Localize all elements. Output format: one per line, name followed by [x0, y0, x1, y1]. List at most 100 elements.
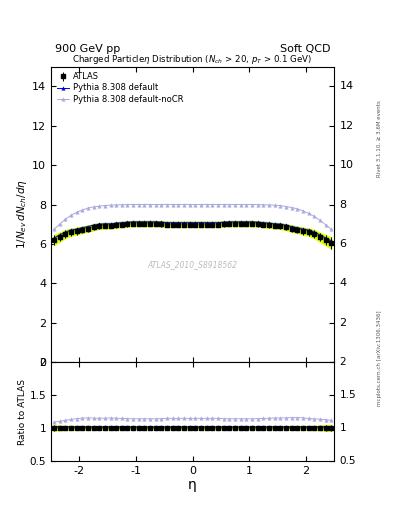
Pythia 8.308 default-noCR	[148, 201, 152, 208]
Pythia 8.308 default	[306, 227, 311, 233]
Pythia 8.308 default-noCR	[63, 216, 68, 222]
Pythia 8.308 default	[142, 219, 147, 225]
Pythia 8.308 default-noCR	[227, 201, 232, 208]
Pythia 8.308 default-noCR	[142, 201, 147, 208]
Text: ATLAS_2010_S8918562: ATLAS_2010_S8918562	[147, 260, 238, 269]
Pythia 8.308 default-noCR	[176, 201, 181, 208]
Pythia 8.308 default	[187, 220, 192, 226]
Pythia 8.308 default	[295, 225, 299, 231]
Pythia 8.308 default	[68, 227, 73, 233]
Pythia 8.308 default	[284, 222, 288, 228]
Pythia 8.308 default	[233, 219, 237, 225]
Pythia 8.308 default-noCR	[199, 201, 204, 208]
Pythia 8.308 default	[119, 220, 124, 226]
Pythia 8.308 default-noCR	[153, 201, 158, 208]
Pythia 8.308 default-noCR	[80, 207, 84, 213]
Pythia 8.308 default-noCR	[221, 201, 226, 208]
Pythia 8.308 default	[289, 224, 294, 230]
Pythia 8.308 default-noCR	[119, 202, 124, 208]
Pythia 8.308 default-noCR	[238, 201, 243, 208]
Pythia 8.308 default-noCR	[244, 201, 249, 208]
Pythia 8.308 default-noCR	[204, 201, 209, 208]
Pythia 8.308 default-noCR	[171, 201, 175, 208]
Pythia 8.308 default-noCR	[306, 210, 311, 217]
Pythia 8.308 default-noCR	[97, 203, 101, 209]
Text: 0.5: 0.5	[340, 456, 356, 466]
Text: mcplots.cern.ch [arXiv:1306.3436]: mcplots.cern.ch [arXiv:1306.3436]	[377, 311, 382, 406]
Pythia 8.308 default-noCR	[266, 202, 271, 208]
Pythia 8.308 default-noCR	[318, 217, 322, 223]
Pythia 8.308 default-noCR	[278, 202, 283, 208]
Pythia 8.308 default-noCR	[272, 202, 277, 208]
Pythia 8.308 default	[312, 229, 317, 235]
Pythia 8.308 default	[193, 220, 198, 226]
Pythia 8.308 default-noCR	[136, 201, 141, 208]
Pythia 8.308 default	[159, 219, 164, 225]
Pythia 8.308 default-noCR	[193, 201, 198, 208]
Pythia 8.308 default	[221, 219, 226, 225]
Pythia 8.308 default-noCR	[261, 202, 266, 208]
Text: 1.5: 1.5	[340, 390, 356, 400]
Pythia 8.308 default	[136, 219, 141, 225]
Pythia 8.308 default	[51, 235, 56, 241]
Pythia 8.308 default	[86, 224, 90, 230]
Pythia 8.308 default	[171, 220, 175, 226]
Pythia 8.308 default-noCR	[255, 201, 260, 208]
Pythia 8.308 default	[204, 220, 209, 226]
Title: Charged Particle$\eta$ Distribution ($N_{ch}$ > 20, $p_{T}$ > 0.1 GeV): Charged Particle$\eta$ Distribution ($N_…	[72, 53, 313, 67]
X-axis label: η: η	[188, 478, 197, 493]
Pythia 8.308 default-noCR	[289, 204, 294, 210]
Pythia 8.308 default-noCR	[295, 206, 299, 212]
Pythia 8.308 default-noCR	[131, 201, 136, 208]
Pythia 8.308 default	[97, 221, 101, 227]
Text: 4: 4	[340, 279, 347, 288]
Pythia 8.308 default-noCR	[159, 201, 164, 208]
Pythia 8.308 default	[114, 220, 119, 226]
Pythia 8.308 default-noCR	[182, 201, 186, 208]
Pythia 8.308 default	[250, 219, 254, 225]
Pythia 8.308 default-noCR	[216, 201, 220, 208]
Pythia 8.308 default-noCR	[301, 208, 305, 214]
Pythia 8.308 default	[80, 225, 84, 231]
Text: 12: 12	[340, 121, 354, 131]
Pythia 8.308 default	[329, 238, 334, 244]
Line: Pythia 8.308 default: Pythia 8.308 default	[52, 220, 333, 243]
Pythia 8.308 default	[131, 219, 136, 225]
Pythia 8.308 default-noCR	[187, 201, 192, 208]
Pythia 8.308 default-noCR	[329, 226, 334, 232]
Pythia 8.308 default	[148, 219, 152, 225]
Y-axis label: Ratio to ATLAS: Ratio to ATLAS	[18, 378, 27, 444]
Text: Soft QCD: Soft QCD	[280, 44, 330, 54]
Pythia 8.308 default-noCR	[125, 201, 130, 208]
Pythia 8.308 default	[318, 232, 322, 238]
Pythia 8.308 default	[323, 235, 328, 241]
Pythia 8.308 default	[165, 220, 169, 226]
Text: 2: 2	[340, 318, 347, 328]
Pythia 8.308 default	[182, 220, 186, 226]
Pythia 8.308 default-noCR	[68, 212, 73, 219]
Text: 8: 8	[340, 200, 347, 209]
Pythia 8.308 default	[261, 220, 266, 226]
Pythia 8.308 default-noCR	[284, 203, 288, 209]
Pythia 8.308 default	[238, 219, 243, 225]
Pythia 8.308 default	[216, 220, 220, 226]
Pythia 8.308 default	[91, 222, 96, 228]
Pythia 8.308 default-noCR	[108, 202, 113, 208]
Pythia 8.308 default-noCR	[51, 226, 56, 232]
Pythia 8.308 default	[63, 229, 68, 235]
Pythia 8.308 default-noCR	[86, 205, 90, 211]
Pythia 8.308 default-noCR	[57, 221, 62, 227]
Text: 14: 14	[340, 81, 354, 91]
Pythia 8.308 default-noCR	[323, 222, 328, 228]
Pythia 8.308 default	[176, 220, 181, 226]
Text: 6: 6	[340, 239, 347, 249]
Pythia 8.308 default-noCR	[91, 204, 96, 210]
Text: 1: 1	[340, 423, 346, 433]
Pythia 8.308 default	[301, 226, 305, 232]
Legend: ATLAS, Pythia 8.308 default, Pythia 8.308 default-noCR: ATLAS, Pythia 8.308 default, Pythia 8.30…	[55, 71, 185, 105]
Text: 10: 10	[340, 160, 354, 170]
Pythia 8.308 default	[199, 220, 204, 226]
Pythia 8.308 default	[255, 219, 260, 225]
Pythia 8.308 default	[108, 221, 113, 227]
Pythia 8.308 default-noCR	[165, 201, 169, 208]
